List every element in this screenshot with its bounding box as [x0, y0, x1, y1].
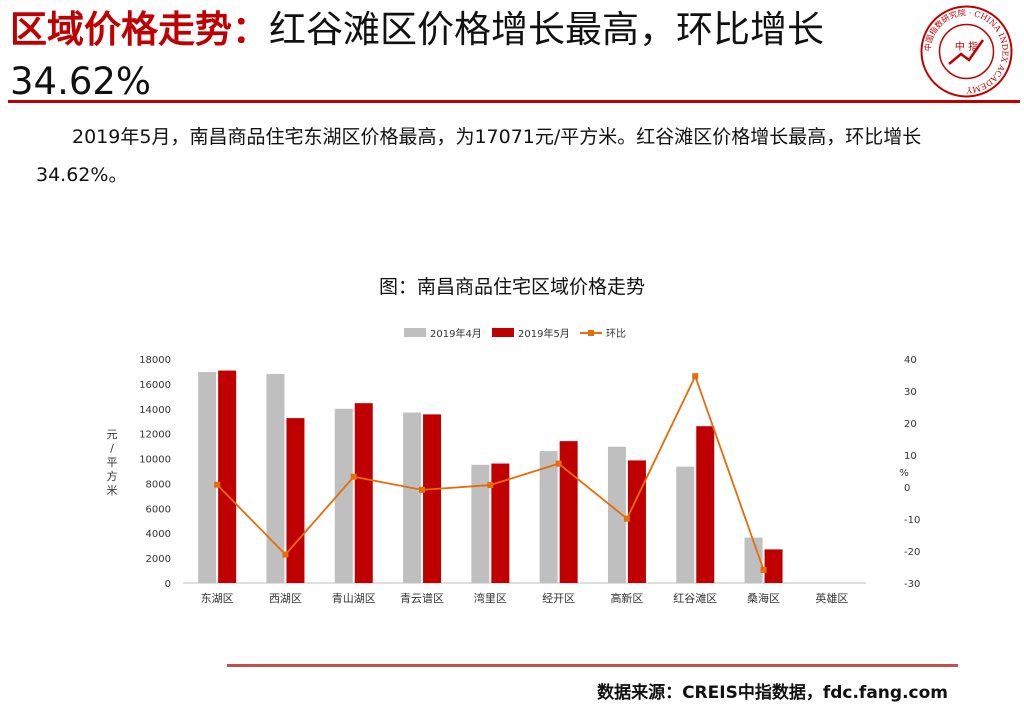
legend-label-mom: 环比 [606, 328, 626, 340]
page-title: 区域价格走势：红谷滩区价格增长最高，环比增长34.62% [10, 4, 910, 108]
y-left-tick-label: 4000 [146, 529, 171, 540]
bar-2019-04 [334, 408, 353, 583]
x-tick-label: 青云谱区 [400, 591, 444, 605]
logo-center-text: 中 指 [955, 40, 978, 53]
y-left-axis-label: 元 [107, 428, 118, 441]
mom-point [350, 473, 357, 480]
x-tick-label: 西湖区 [269, 592, 302, 605]
title-divider [8, 100, 1020, 103]
y-right-tick-label: -30 [904, 579, 920, 590]
y-left-tick-label: 2000 [146, 554, 171, 565]
bar-2019-05 [491, 463, 510, 583]
source-text: 数据来源：CREIS中指数据，fdc.fang.com [597, 683, 948, 703]
y-left-tick-label: 10000 [139, 455, 171, 466]
y-left-axis-label: / [110, 442, 114, 455]
x-tick-label: 青山湖区 [332, 592, 376, 605]
mom-point [555, 460, 562, 467]
legend-label-2019-04: 2019年4月 [430, 327, 482, 340]
x-tick-label: 东湖区 [201, 592, 234, 605]
y-left-tick-label: 18000 [139, 355, 171, 366]
china-index-academy-logo: 中国指数研究院 · CHINA INDEX ACADEMY 中 指 [920, 5, 1013, 98]
y-right-tick-label: -20 [904, 547, 920, 558]
mom-point [487, 482, 494, 489]
footer-divider [227, 664, 958, 667]
chart-title: 图：南昌商品住宅区域价格走势 [378, 276, 645, 298]
mom-point [623, 515, 630, 522]
bar-2019-04 [198, 372, 217, 583]
bar-2019-04 [403, 412, 422, 583]
x-tick-label: 高新区 [610, 591, 643, 605]
title-prefix: 区域价格走势： [10, 8, 269, 51]
y-right-tick-label: 30 [904, 387, 917, 398]
bar-2019-05 [286, 418, 305, 583]
y-left-axis-label: 平 [107, 456, 118, 469]
mom-point [282, 551, 289, 558]
mom-point [760, 566, 767, 573]
legend-label-2019-05: 2019年5月 [518, 327, 570, 340]
y-left-axis-label: 米 [107, 484, 118, 497]
mom-point [692, 373, 699, 380]
price-trend-chart: 0 2000 4000 6000 8000 10000 12000 14000 16000 180… [107, 327, 921, 605]
bar-2019-05 [354, 403, 373, 583]
bar-2019-04 [539, 451, 558, 583]
bar-2019-05 [423, 414, 442, 583]
y-right-tick-label: 20 [904, 419, 917, 430]
bar-2019-04 [266, 373, 285, 583]
bar-2019-04 [607, 446, 626, 583]
y-left-axis-label: 方 [107, 469, 118, 483]
x-tick-label: 桑海区 [747, 591, 780, 605]
legend-swatch-2019-04 [404, 328, 426, 337]
bar-2019-04 [471, 464, 490, 583]
y-left-tick-label: 12000 [139, 430, 171, 441]
y-right-axis-label: % [899, 468, 909, 479]
y-left-tick-label: 8000 [146, 479, 171, 490]
bar-2019-05 [696, 426, 715, 583]
x-tick-label: 经开区 [542, 592, 575, 605]
mom-point [214, 481, 221, 488]
y-left-tick-label: 6000 [146, 504, 171, 515]
bar-2019-04 [676, 466, 695, 583]
bar-2019-05 [559, 441, 578, 583]
title-main: 红谷滩区价格增长最高，环比增长34.62% [10, 8, 824, 103]
y-left-tick-label: 16000 [139, 380, 171, 391]
bar-2019-05 [764, 549, 783, 583]
x-tick-label: 红谷滩区 [673, 591, 717, 605]
mom-point [419, 486, 426, 493]
x-tick-label: 湾里区 [474, 591, 507, 605]
bar-2019-05 [218, 370, 237, 583]
y-left-tick-label: 14000 [139, 405, 171, 416]
legend-marker-mom [588, 330, 594, 336]
y-right-tick-label: -10 [904, 515, 920, 526]
y-right-tick-label: 10 [904, 451, 917, 462]
y-left-tick-label: 0 [165, 579, 171, 590]
y-right-tick-label: 40 [904, 355, 917, 366]
y-right-tick-label: 0 [904, 483, 910, 494]
legend-swatch-2019-05 [492, 328, 514, 337]
bar-2019-04 [744, 537, 763, 583]
description-text: 2019年5月，南昌商品住宅东湖区价格最高，为17071元/平方米。红谷滩区价格… [36, 126, 922, 186]
bar-2019-05 [627, 460, 646, 583]
x-tick-label: 英雄区 [815, 591, 848, 605]
